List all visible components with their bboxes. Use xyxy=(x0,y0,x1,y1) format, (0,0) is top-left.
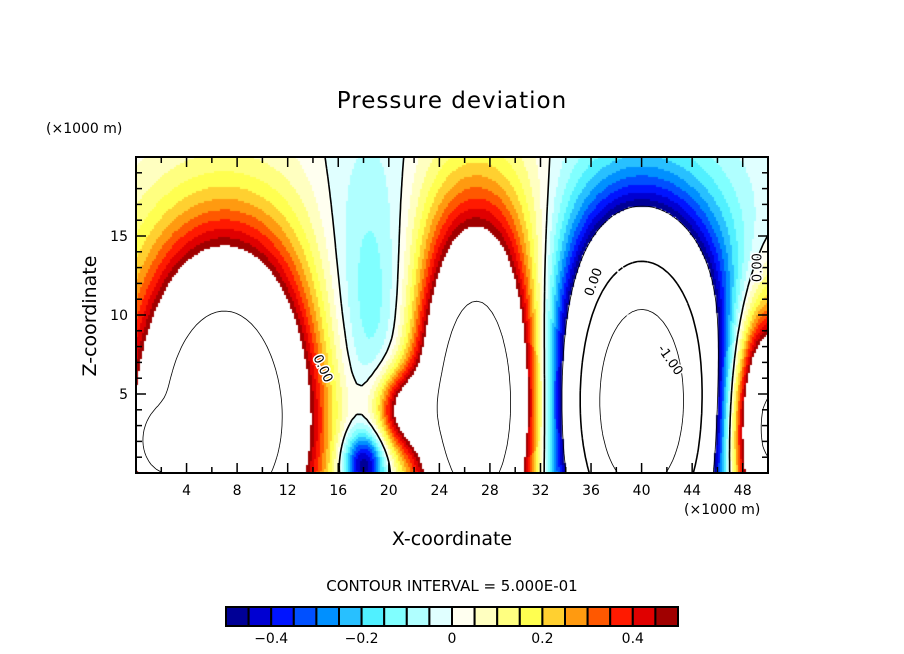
contour-label: 0.00 xyxy=(310,353,336,386)
y-tick-label: 5 xyxy=(119,387,128,403)
x-unit-label: (×1000 m) xyxy=(684,502,761,518)
colorbar-box xyxy=(631,606,657,627)
colorbar-box xyxy=(405,606,431,627)
pressure-field-raster xyxy=(136,157,768,473)
y-tick-label: 15 xyxy=(110,229,128,245)
x-tick-label: 28 xyxy=(481,483,499,499)
colorbar-box xyxy=(270,606,295,627)
colorbar-box xyxy=(564,606,589,627)
x-tick-label: 44 xyxy=(683,483,701,499)
x-tick-label: 40 xyxy=(633,483,651,499)
x-axis-label: X-coordinate xyxy=(0,528,904,550)
contour-label: 0.00 xyxy=(751,253,766,282)
y-tick-label: 10 xyxy=(110,308,128,324)
colorbar-tick-label: −0.4 xyxy=(254,631,288,647)
y-unit-label: (×1000 m) xyxy=(46,121,123,137)
colorbar-box xyxy=(451,606,476,627)
colorbar-box xyxy=(473,606,499,627)
x-tick-label: 20 xyxy=(380,483,398,499)
x-axis-label-text: X-coordinate xyxy=(391,528,513,550)
x-tick-label: 48 xyxy=(734,483,752,499)
colorbar-tick-label: 0.4 xyxy=(622,631,644,647)
colorbar-box xyxy=(518,606,544,627)
colorbar-tick-label: 0.2 xyxy=(531,631,553,647)
colorbar-box xyxy=(292,606,318,627)
contour-label: 0.00 xyxy=(582,266,606,298)
x-tick-label: 24 xyxy=(430,483,448,499)
colorbar-box xyxy=(338,606,363,627)
x-tick-label: 4 xyxy=(182,483,191,499)
colorbar-tick-label: 0 xyxy=(448,631,457,647)
x-tick-label: 32 xyxy=(532,483,550,499)
colorbar-box xyxy=(654,606,680,627)
contour-line-negative-bold xyxy=(579,260,703,474)
colorbar-box xyxy=(225,606,250,627)
colorbar-box xyxy=(541,606,567,627)
colorbar-box xyxy=(586,606,612,627)
x-tick-label: 8 xyxy=(233,483,242,499)
colorbar-box xyxy=(247,606,273,627)
contour-line-zero xyxy=(324,156,769,474)
x-tick-label: 36 xyxy=(582,483,600,499)
colorbar-box xyxy=(383,606,408,627)
colorbar-box xyxy=(360,606,386,627)
chart-title: Pressure deviation xyxy=(336,88,568,114)
x-tick-label: 16 xyxy=(329,483,347,499)
plot-frame xyxy=(135,156,769,474)
contour-label: -1.00 xyxy=(654,342,686,378)
colorbar-box xyxy=(496,606,521,627)
contour-line-positive xyxy=(142,300,769,474)
colorbar-box xyxy=(428,606,453,627)
colorbar-box xyxy=(315,606,340,627)
colorbar-box xyxy=(609,606,634,627)
contour-line-negative xyxy=(599,309,684,474)
contour-interval-text: CONTOUR INTERVAL = 5.000E-01 xyxy=(326,577,578,595)
x-tick-label: 12 xyxy=(279,483,297,499)
colorbar-tick-label: −0.2 xyxy=(345,631,379,647)
plot-area xyxy=(136,157,768,473)
